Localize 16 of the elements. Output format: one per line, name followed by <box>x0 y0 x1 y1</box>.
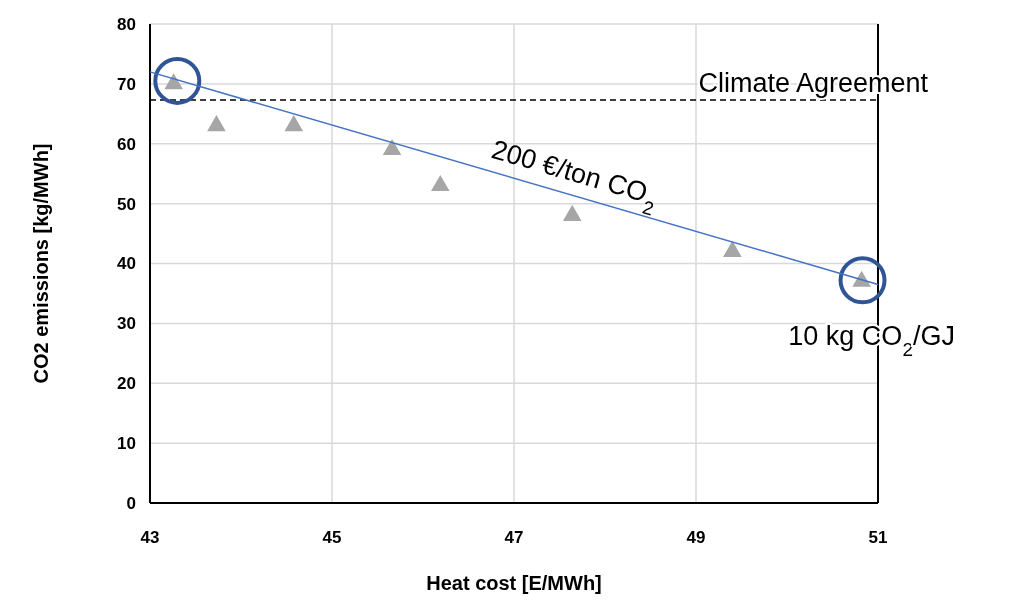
y-tick-label: 80 <box>117 14 136 34</box>
y-tick-label: 30 <box>117 314 136 334</box>
y-tick-label: 40 <box>117 254 136 274</box>
y-tick-label: 0 <box>126 493 136 513</box>
x-tick-label: 45 <box>322 527 342 547</box>
x-tick-label: 51 <box>868 527 888 547</box>
y-tick-label: 20 <box>117 374 136 394</box>
x-tick-label: 43 <box>140 527 160 547</box>
x-axis-title: Heat cost [E/MWh] <box>426 572 602 594</box>
y-tick-label: 60 <box>117 134 136 154</box>
x-tick-label: 47 <box>504 527 524 547</box>
y-axis-title: CO2 emissions [kg/MWh] <box>30 143 52 384</box>
x-tick-label: 49 <box>686 527 706 547</box>
y-tick-label: 50 <box>117 194 136 214</box>
y-tick-label: 10 <box>117 434 136 454</box>
y-tick-label: 70 <box>117 74 136 94</box>
